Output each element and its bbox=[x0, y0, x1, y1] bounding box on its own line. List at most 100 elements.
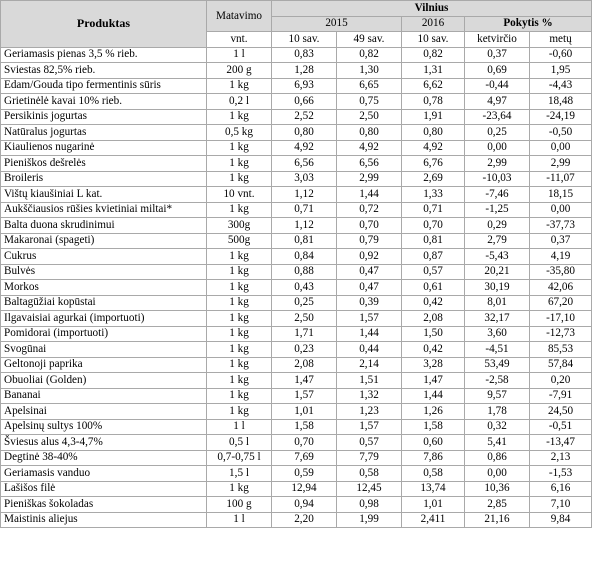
change-quarter-cell: 0,32 bbox=[464, 418, 530, 435]
change-year-cell: -7,91 bbox=[528, 387, 592, 404]
price-2015-w10-cell: 2,50 bbox=[271, 310, 337, 327]
change-quarter-cell: 0,29 bbox=[464, 217, 530, 234]
unit-cell: 300g bbox=[206, 217, 272, 234]
table-row: Baltagūžiai kopūstai 1 kg 0,25 0,39 0,42 8,01… bbox=[0, 294, 592, 311]
price-2015-w10-cell: 3,03 bbox=[271, 170, 337, 187]
change-quarter-cell: 32,17 bbox=[464, 310, 530, 327]
header-change: Pokytis % bbox=[463, 15, 592, 32]
table-row: Grietinėlė kavai 10% rieb. 0,2 l 0,66 0,75 0… bbox=[0, 93, 592, 110]
change-quarter-cell: -7,46 bbox=[464, 186, 530, 203]
product-name-cell: Natūralus jogurtas bbox=[0, 124, 207, 141]
table-row: Apelsinai 1 kg 1,01 1,23 1,26 1,78 24,50 bbox=[0, 403, 592, 420]
price-2015-w10-cell: 0,80 bbox=[271, 124, 337, 141]
change-year-cell: 0,00 bbox=[528, 139, 592, 156]
price-2015-w49-cell: 2,99 bbox=[336, 170, 402, 187]
price-2016-w10-cell: 0,58 bbox=[401, 465, 465, 482]
table-row: Geriamasis pienas 3,5 % rieb. 1 l 0,83 0,82… bbox=[0, 46, 592, 63]
table-row: Vištų kiaušiniai L kat. 10 vnt. 1,12 1,44 1,… bbox=[0, 186, 592, 203]
table-row: Apelsinų sultys 100% 1 l 1,58 1,57 1,58 0,32-… bbox=[0, 418, 592, 435]
price-2015-w49-cell: 0,47 bbox=[336, 279, 402, 296]
price-2015-w49-cell: 1,44 bbox=[336, 186, 402, 203]
change-year-cell: -11,07 bbox=[528, 170, 592, 187]
unit-cell: 1 kg bbox=[206, 263, 272, 280]
price-2015-w10-cell: 0,81 bbox=[271, 232, 337, 249]
table-row: Pieniškas šokoladas 100 g 0,94 0,98 1,01 2,85… bbox=[0, 496, 592, 513]
price-2015-w49-cell: 0,39 bbox=[336, 294, 402, 311]
price-2015-w49-cell: 0,58 bbox=[336, 465, 402, 482]
header-col-w49-2015: 49 sav. bbox=[336, 31, 402, 48]
price-2015-w49-cell: 2,50 bbox=[336, 108, 402, 125]
price-2015-w10-cell: 0,23 bbox=[271, 341, 337, 358]
change-year-cell: -24,19 bbox=[528, 108, 592, 125]
change-year-cell: -12,73 bbox=[528, 325, 592, 342]
unit-cell: 1 kg bbox=[206, 170, 272, 187]
price-2015-w49-cell: 12,45 bbox=[336, 480, 402, 497]
unit-cell: 0,7-0,75 l bbox=[206, 449, 272, 466]
table-row: Ilgavaisiai agurkai (importuoti) 1 kg 2,50… bbox=[0, 310, 592, 327]
product-name-cell: Persikinis jogurtas bbox=[0, 108, 207, 125]
change-year-cell: 9,84 bbox=[528, 511, 592, 528]
product-name-cell: Bananai bbox=[0, 387, 207, 404]
change-quarter-cell: -2,58 bbox=[464, 372, 530, 389]
product-name-cell: Degtinė 38-40% bbox=[0, 449, 207, 466]
price-table: Produktas Matavimo Vilnius 2015 2016 Pok… bbox=[0, 0, 592, 528]
table-row: Bananai 1 kg 1,57 1,32 1,44 9,57 -7,91 bbox=[0, 387, 592, 404]
change-year-cell: 0,37 bbox=[528, 232, 592, 249]
change-quarter-cell: 0,37 bbox=[464, 46, 530, 63]
change-year-cell: -17,10 bbox=[528, 310, 592, 327]
price-2016-w10-cell: 1,33 bbox=[401, 186, 465, 203]
unit-cell: 10 vnt. bbox=[206, 186, 272, 203]
product-name-cell: Pomidorai (importuoti) bbox=[0, 325, 207, 342]
price-2015-w10-cell: 2,20 bbox=[271, 511, 337, 528]
price-2015-w49-cell: 0,79 bbox=[336, 232, 402, 249]
change-quarter-cell: -4,51 bbox=[464, 341, 530, 358]
price-2016-w10-cell: 4,92 bbox=[401, 139, 465, 156]
price-2015-w10-cell: 0,71 bbox=[271, 201, 337, 218]
unit-cell: 1 kg bbox=[206, 279, 272, 296]
table-row: Makaronai (spageti) 500g 0,81 0,79 0,81 2,79 0… bbox=[0, 232, 592, 249]
product-name-cell: Grietinėlė kavai 10% rieb. bbox=[0, 93, 207, 110]
product-name-cell: Geltonoji paprika bbox=[0, 356, 207, 373]
price-2015-w49-cell: 1,99 bbox=[336, 511, 402, 528]
table-body: Geriamasis pienas 3,5 % rieb. 1 l 0,83 0,82… bbox=[0, 46, 592, 528]
table-row: Broileris 1 kg 3,03 2,99 2,69 -10,03 -11,07 bbox=[0, 170, 592, 187]
price-2015-w10-cell: 0,70 bbox=[271, 434, 337, 451]
price-2015-w10-cell: 6,56 bbox=[271, 155, 337, 172]
table-row: Edam/Gouda tipo fermentinis sūris 1 kg 6,9… bbox=[0, 77, 592, 94]
unit-cell: 1 l bbox=[206, 511, 272, 528]
unit-cell: 1 kg bbox=[206, 77, 272, 94]
unit-cell: 0,5 kg bbox=[206, 124, 272, 141]
unit-cell: 0,2 l bbox=[206, 93, 272, 110]
header-unit: Matavimo bbox=[206, 0, 272, 32]
product-name-cell: Broileris bbox=[0, 170, 207, 187]
table-row: Šviesus alus 4,3-4,7% 0,5 l 0,70 0,57 0,60 5,… bbox=[0, 434, 592, 451]
table-row: Kiaulienos nugarinė 1 kg 4,92 4,92 4,92 0,00 0… bbox=[0, 139, 592, 156]
price-2015-w49-cell: 6,65 bbox=[336, 77, 402, 94]
unit-cell: 1 l bbox=[206, 46, 272, 63]
change-year-cell: 6,16 bbox=[528, 480, 592, 497]
table-row: Maistinis aliejus 1 l 2,20 1,99 2,411 21,16 9,… bbox=[0, 511, 592, 528]
table-row: Cukrus 1 kg 0,84 0,92 0,87 -5,43 4,19 bbox=[0, 248, 592, 265]
change-year-cell: 42,06 bbox=[528, 279, 592, 296]
price-2016-w10-cell: 1,44 bbox=[401, 387, 465, 404]
unit-cell: 1 kg bbox=[206, 201, 272, 218]
price-2015-w10-cell: 0,94 bbox=[271, 496, 337, 513]
change-quarter-cell: 0,86 bbox=[464, 449, 530, 466]
product-name-cell: Balta duona skrudinimui bbox=[0, 217, 207, 234]
change-year-cell: 57,84 bbox=[528, 356, 592, 373]
price-2015-w10-cell: 1,28 bbox=[271, 62, 337, 79]
header-unit-sub: vnt. bbox=[206, 31, 272, 48]
unit-cell: 1 kg bbox=[206, 294, 272, 311]
table-row: Geriamasis vanduo 1,5 l 0,59 0,58 0,58 0,00 -1… bbox=[0, 465, 592, 482]
price-2015-w49-cell: 1,23 bbox=[336, 403, 402, 420]
unit-cell: 200 g bbox=[206, 62, 272, 79]
price-2015-w10-cell: 0,88 bbox=[271, 263, 337, 280]
price-2016-w10-cell: 2,69 bbox=[401, 170, 465, 187]
price-2016-w10-cell: 1,58 bbox=[401, 418, 465, 435]
table-row: Morkos 1 kg 0,43 0,47 0,61 30,19 42,06 bbox=[0, 279, 592, 296]
change-year-cell: -0,60 bbox=[528, 46, 592, 63]
product-name-cell: Pieniškos dešrelės bbox=[0, 155, 207, 172]
product-name-cell: Apelsinai bbox=[0, 403, 207, 420]
price-2016-w10-cell: 2,08 bbox=[401, 310, 465, 327]
price-2015-w49-cell: 0,72 bbox=[336, 201, 402, 218]
